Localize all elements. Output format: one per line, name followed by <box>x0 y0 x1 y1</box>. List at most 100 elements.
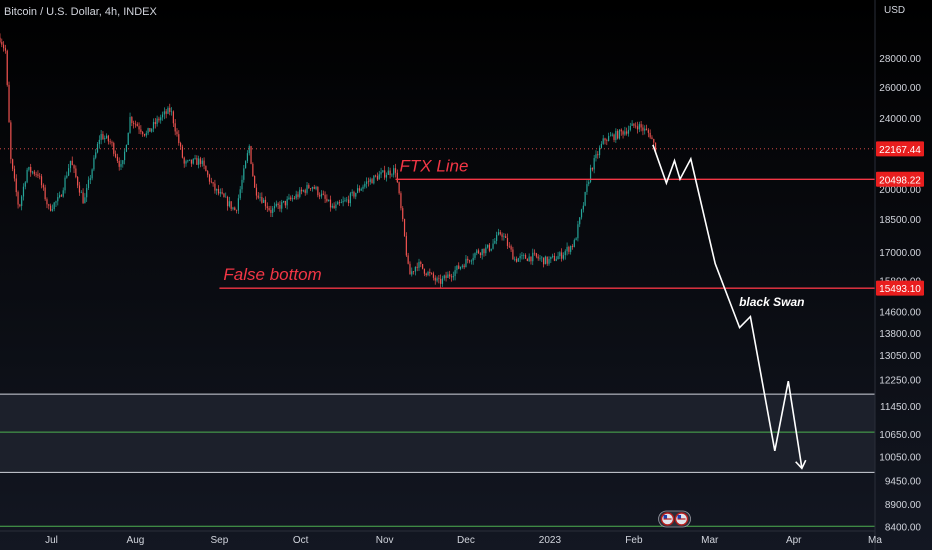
candle-155 <box>279 201 281 212</box>
time-tick-label-3: Oct <box>293 535 309 546</box>
candle-168 <box>302 189 305 193</box>
candle-197 <box>355 192 357 200</box>
price-tick-label-9: 13800.00 <box>879 329 921 340</box>
candle-140 <box>252 162 254 177</box>
candle-282 <box>508 242 510 249</box>
candle-7 <box>12 158 14 172</box>
candle-188 <box>338 199 341 206</box>
candle-254 <box>458 262 460 270</box>
candle-225 <box>405 232 407 258</box>
candle-106 <box>190 159 193 167</box>
candle-277 <box>499 230 501 236</box>
candle-242 <box>436 276 438 283</box>
candle-21 <box>37 170 39 179</box>
candle-271 <box>488 242 491 253</box>
price-axis: 28000.0026000.0024000.0022000.0020000.00… <box>874 0 924 550</box>
time-tick-label-1: Aug <box>127 535 145 546</box>
candle-195 <box>351 189 353 197</box>
candle-214 <box>385 172 388 182</box>
candle-132 <box>237 194 239 214</box>
candle-304 <box>548 256 550 266</box>
candle-174 <box>313 184 315 190</box>
candle-223 <box>402 206 404 222</box>
time-tick-label-10: Ma <box>868 535 882 546</box>
symbol-title[interactable]: Bitcoin / U.S. Dollar, 4h, INDEX <box>4 6 157 18</box>
candle-73 <box>131 116 133 127</box>
candle-276 <box>497 228 500 236</box>
projection-path <box>652 144 803 469</box>
candle-204 <box>367 177 370 187</box>
candle-232 <box>418 258 420 271</box>
candle-54 <box>96 141 99 154</box>
candle-190 <box>342 196 344 207</box>
candle-94 <box>169 103 171 116</box>
candle-229 <box>412 270 415 275</box>
candle-92 <box>165 109 167 119</box>
candle-259 <box>467 256 469 264</box>
candle-123 <box>221 188 223 195</box>
candle-252 <box>454 266 456 281</box>
candle-47 <box>84 193 86 204</box>
candle-291 <box>524 253 527 259</box>
candle-357 <box>644 125 646 135</box>
price-tick-label-14: 10050.00 <box>879 453 921 464</box>
candle-59 <box>105 133 108 139</box>
candle-294 <box>530 256 532 265</box>
candle-50 <box>89 174 91 185</box>
candle-317 <box>571 244 574 250</box>
candle-64 <box>114 150 117 159</box>
candle-221 <box>398 181 400 195</box>
candle-143 <box>257 192 259 200</box>
candle-110 <box>198 155 200 169</box>
candle-289 <box>521 251 523 260</box>
candle-8 <box>13 165 16 182</box>
candle-16 <box>28 166 30 172</box>
candle-243 <box>438 274 440 284</box>
candle-76 <box>136 122 138 127</box>
candle-331 <box>597 151 599 159</box>
candle-314 <box>566 242 568 256</box>
candle-334 <box>602 134 604 145</box>
candle-93 <box>167 106 169 115</box>
candle-187 <box>337 200 339 205</box>
candle-186 <box>335 201 337 211</box>
candle-45 <box>80 190 82 194</box>
candle-287 <box>517 257 519 262</box>
candle-167 <box>300 187 303 195</box>
candle-305 <box>550 256 552 263</box>
candle-279 <box>503 233 505 241</box>
candle-151 <box>272 205 274 218</box>
candle-352 <box>635 122 637 129</box>
candle-38 <box>68 163 70 177</box>
candle-206 <box>371 177 373 184</box>
candle-19 <box>33 169 35 177</box>
candle-170 <box>306 182 308 195</box>
candle-105 <box>189 159 191 161</box>
candle-359 <box>647 128 649 138</box>
level-annotation-0: FTX Line <box>400 156 469 175</box>
candle-301 <box>543 257 545 268</box>
candle-37 <box>66 171 68 179</box>
candle-48 <box>86 184 88 202</box>
candle-298 <box>537 254 539 261</box>
candle-18 <box>31 170 34 175</box>
candle-24 <box>42 183 44 191</box>
candle-6 <box>10 120 12 164</box>
candle-108 <box>194 154 196 160</box>
candle-52 <box>93 155 95 172</box>
candle-325 <box>586 180 588 195</box>
candle-41 <box>73 164 75 174</box>
price-tick-label-15: 9450.00 <box>885 476 922 487</box>
candle-220 <box>396 169 398 183</box>
candle-176 <box>317 186 319 198</box>
candle-238 <box>429 268 431 277</box>
candle-95 <box>170 107 173 116</box>
candle-75 <box>134 120 137 128</box>
candle-2 <box>3 41 5 52</box>
candle-165 <box>297 191 299 200</box>
price-tick-label-10: 13050.00 <box>879 351 921 362</box>
candle-33 <box>58 191 61 199</box>
candle-324 <box>584 191 586 207</box>
candle-158 <box>284 200 286 209</box>
